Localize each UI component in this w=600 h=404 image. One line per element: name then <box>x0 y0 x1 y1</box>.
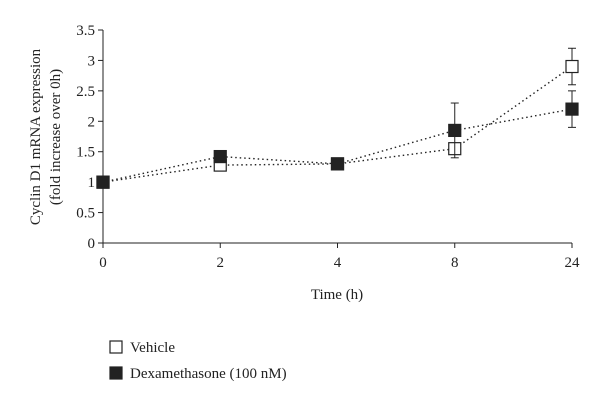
x-ticks: 0 2 4 8 24 <box>99 243 580 271</box>
series-group <box>96 47 579 189</box>
series-line <box>102 108 573 183</box>
legend-label: Dexamethasone (100 nM) <box>130 366 287 382</box>
x-tick-label: 2 <box>217 255 225 271</box>
series-2 <box>96 90 579 189</box>
data-point <box>213 149 227 164</box>
data-point <box>565 102 579 116</box>
x-axis-title: Time (h) <box>311 287 363 303</box>
y-axis-title-line-2: (fold increase over 0h) <box>48 69 64 205</box>
x-tick-label: 4 <box>334 255 342 271</box>
y-tick-label: 0.5 <box>76 206 95 222</box>
legend-marker <box>109 366 123 380</box>
x-tick-label: 0 <box>99 255 107 271</box>
legend-marker <box>109 340 123 354</box>
legend: Vehicle Dexamethasone (100 nM) <box>109 340 287 382</box>
y-tick-label: 2.5 <box>76 84 95 100</box>
y-tick-label: 1 <box>88 175 96 191</box>
x-tick-label: 24 <box>565 255 581 271</box>
data-point <box>330 157 345 171</box>
y-tick-label: 3.5 <box>76 23 95 39</box>
y-ticks: 0 0.5 1 1.5 2 2.5 3 3.5 <box>76 23 103 252</box>
y-tick-label: 0 <box>88 236 96 252</box>
y-tick-label: 1.5 <box>76 145 95 161</box>
y-axis-title: Cyclin D1 mRNA expression (fold increase… <box>28 48 64 225</box>
data-point <box>448 123 462 138</box>
y-tick-label: 3 <box>88 53 96 69</box>
series-line <box>102 65 573 183</box>
data-point <box>96 175 110 189</box>
y-tick-label: 2 <box>88 114 96 130</box>
data-point <box>565 59 579 74</box>
x-tick-label: 8 <box>451 255 459 271</box>
y-axis-title-line-1: Cyclin D1 mRNA expression <box>28 48 44 225</box>
legend-label: Vehicle <box>130 340 175 356</box>
